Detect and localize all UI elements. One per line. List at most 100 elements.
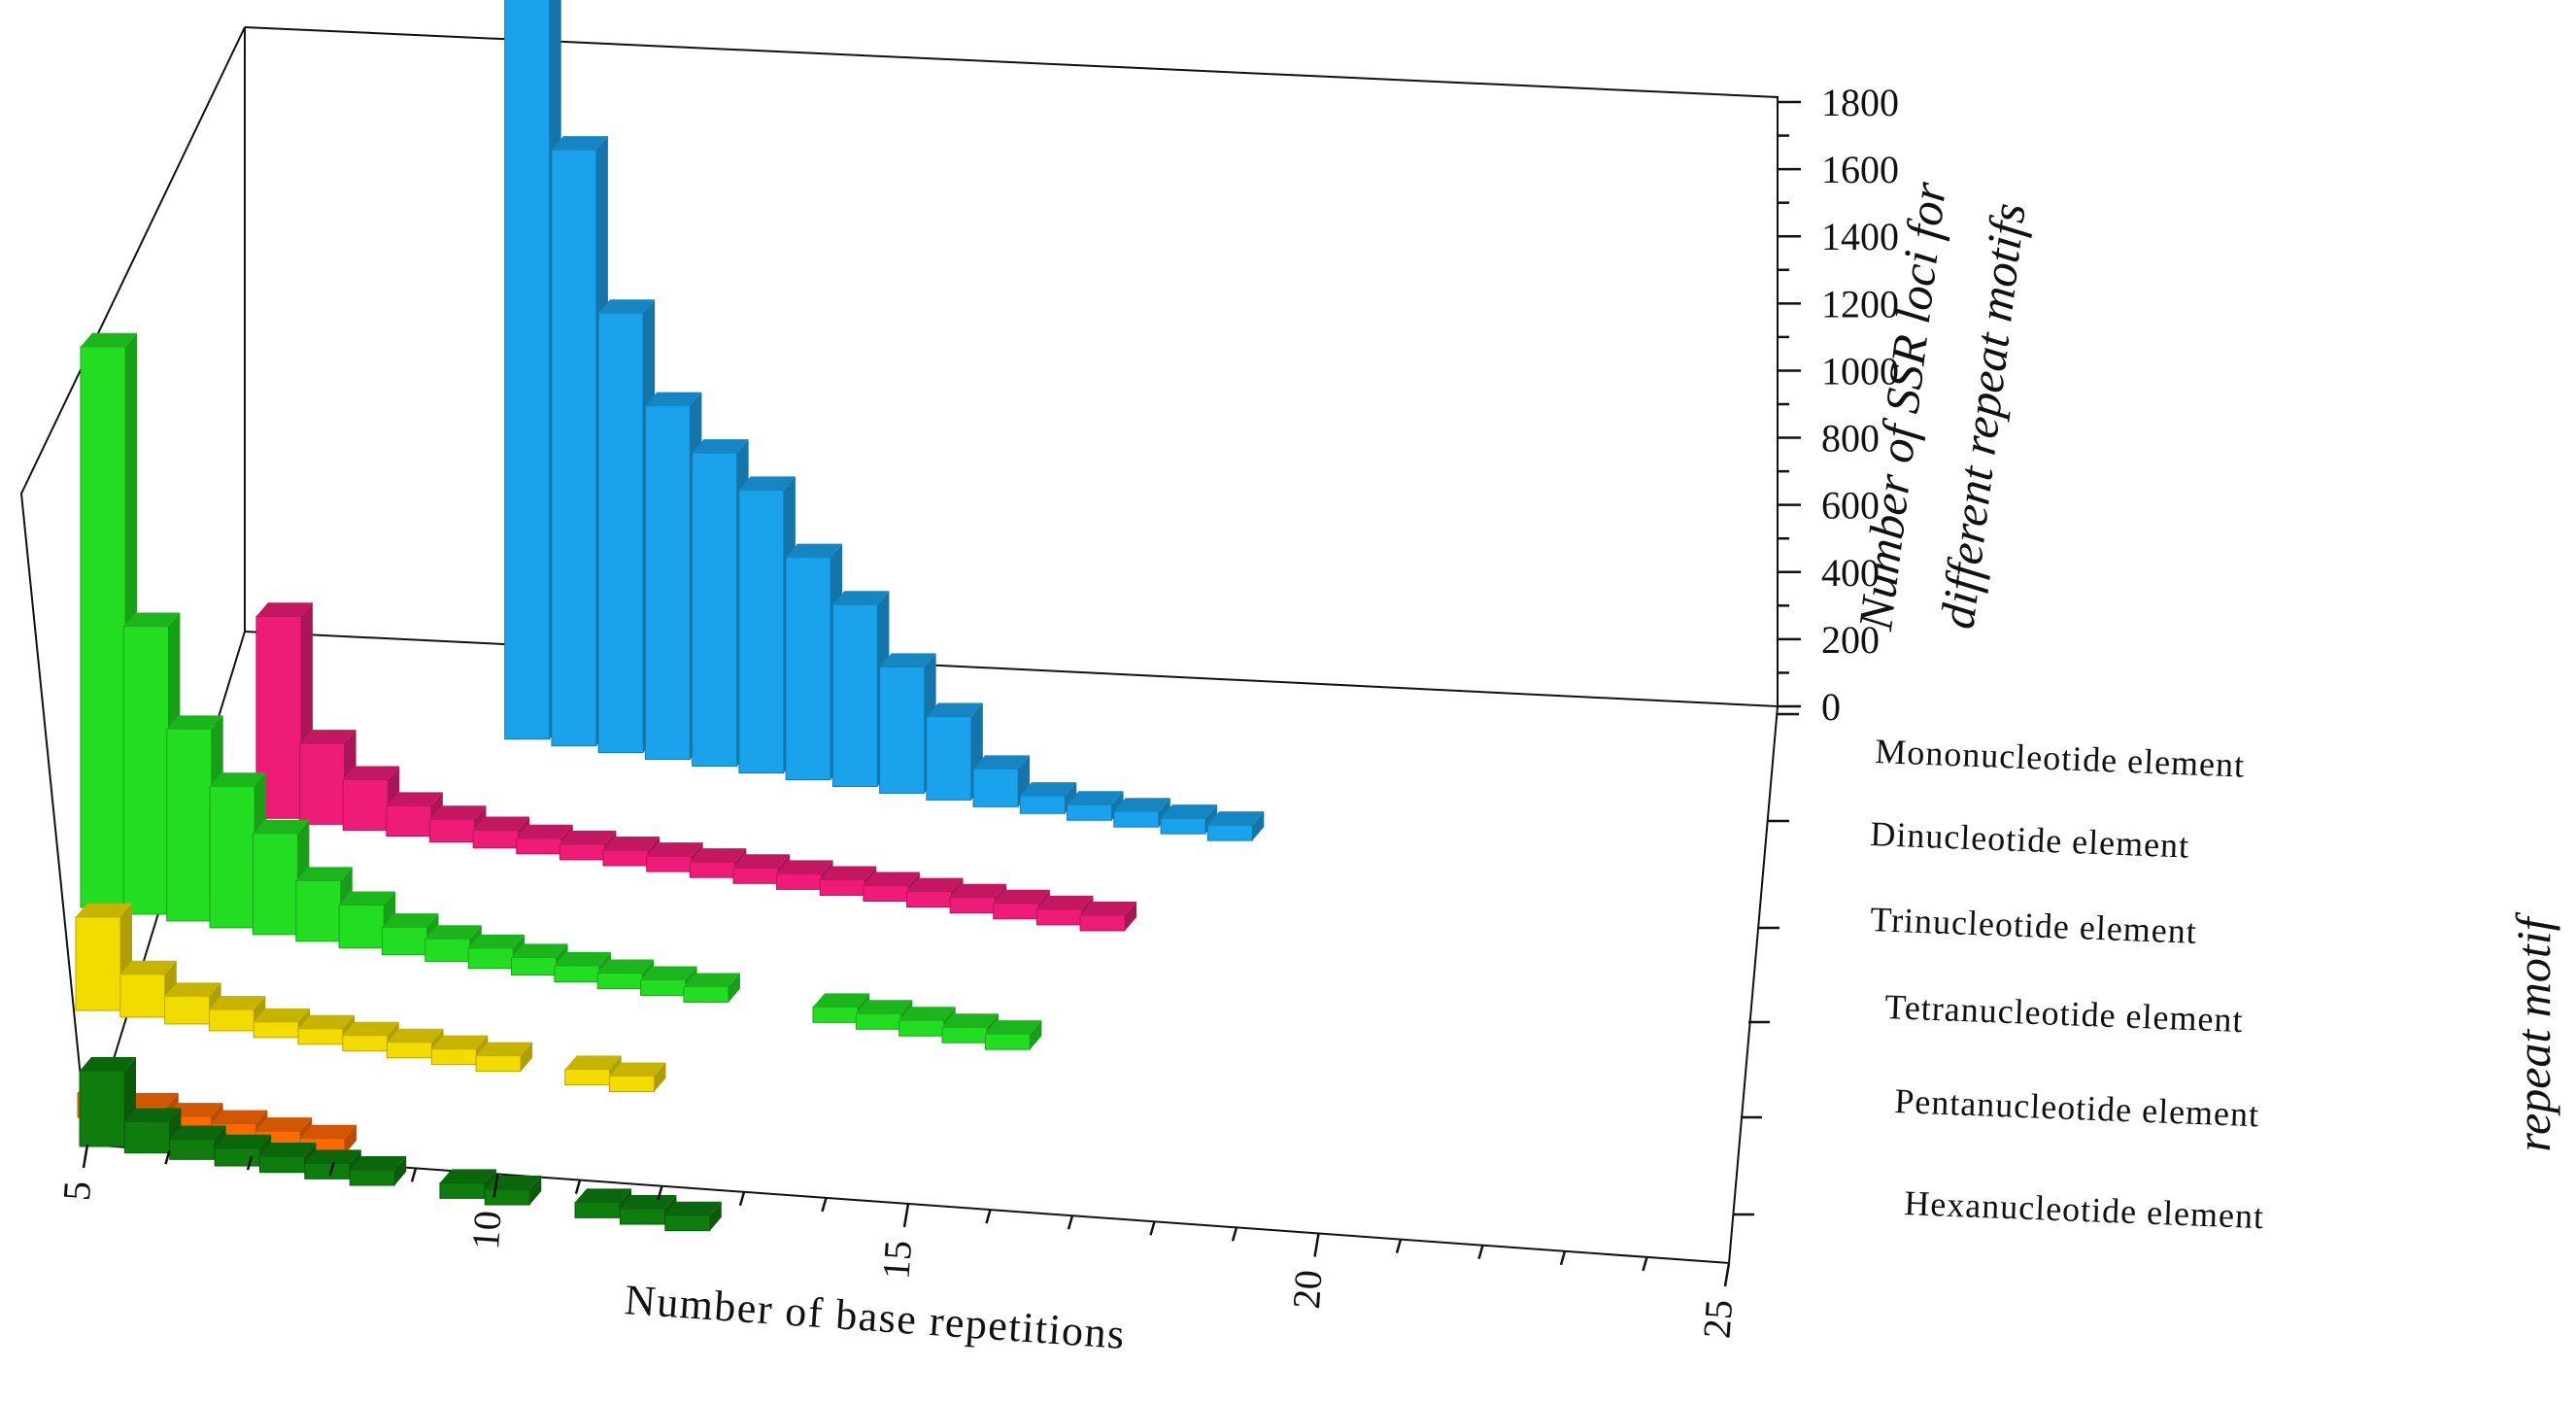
bar-top-face: [254, 1008, 311, 1022]
x-tick-label: 5: [54, 1180, 99, 1202]
bar-top-face: [343, 766, 400, 780]
bar-front-face: [609, 1076, 656, 1093]
bar-front-face: [387, 1042, 433, 1059]
bar-front-face: [564, 1069, 611, 1086]
bar-top-face: [387, 1028, 444, 1043]
bar-top-face: [299, 1124, 356, 1139]
bar-top-face: [210, 772, 267, 787]
category-label: Mononucleotide element: [1875, 732, 2246, 785]
bar-top-face: [386, 792, 443, 806]
bar-side-face: [1252, 811, 1265, 841]
category-axis: Mononucleotide element Dinucleotide eleme…: [1733, 712, 2265, 1236]
bar-top-face: [439, 1169, 496, 1183]
bar-front-face: [424, 938, 471, 963]
bar-tetranucleotide-7: [164, 982, 221, 1025]
x-tick: [738, 1191, 746, 1207]
bar-front-face: [602, 849, 649, 867]
x-tick: [1477, 1245, 1484, 1260]
bar-mononucleotide-23: [1019, 782, 1077, 814]
bar-top-face: [856, 1000, 913, 1014]
bar-top-face: [1036, 895, 1094, 909]
x-tick: [1313, 1233, 1320, 1257]
x-tick: [985, 1209, 992, 1224]
z-tick-label: 1400: [1821, 215, 1899, 258]
bar-top-face: [645, 392, 702, 406]
bar-top-face: [640, 966, 697, 980]
bar-front-face: [123, 1120, 170, 1154]
category-label: Tetranucleotide element: [1884, 987, 2245, 1040]
bar-hexanucleotide-11: [349, 1156, 407, 1186]
bar-top-face: [123, 612, 181, 627]
bar-front-face: [972, 768, 1019, 807]
bar-front-face: [644, 405, 691, 761]
bar-front-face: [689, 861, 735, 878]
bar-front-face: [75, 916, 121, 1011]
bar-front-face: [554, 965, 600, 983]
bar-front-face: [504, 0, 551, 740]
bar-front-face: [819, 878, 865, 896]
bar-top-face: [609, 1062, 666, 1077]
bar-side-face: [728, 973, 740, 1003]
z-tick-label: 200: [1821, 618, 1880, 662]
z-tick-label: 1600: [1821, 148, 1899, 191]
bar-top-face: [124, 1108, 182, 1122]
bar-front-face: [879, 666, 926, 794]
bar-top-face: [832, 591, 890, 605]
bar-front-face: [119, 974, 166, 1018]
bar-dinucleotide-11: [386, 792, 443, 838]
z-tick-label: 1800: [1821, 81, 1899, 124]
bar-front-face: [304, 1162, 351, 1180]
bar-front-face: [646, 855, 693, 872]
bar-front-face: [596, 973, 643, 990]
category-label: Pentanucleotide element: [1894, 1081, 2260, 1134]
bar-front-face: [574, 1201, 621, 1218]
bar-front-face: [898, 1019, 945, 1037]
bar-front-face: [381, 926, 427, 956]
bar-top-face: [597, 959, 655, 974]
x-axis-title: Number of base repetitions: [624, 1276, 1128, 1358]
bar-front-face: [80, 346, 126, 908]
bar-top-face: [304, 1149, 361, 1164]
bar-top-face: [431, 1035, 489, 1049]
bar-front-face: [551, 149, 597, 747]
bar-top-face: [253, 819, 310, 834]
bar-front-face: [475, 1055, 522, 1073]
bar-front-face: [949, 897, 996, 914]
z-tick-label: 400: [1821, 551, 1880, 595]
x-tick: [410, 1168, 418, 1182]
category-label: Hexanucleotide element: [1904, 1183, 2265, 1236]
bar-top-face: [468, 934, 525, 948]
bar-top-face: [297, 1014, 355, 1029]
bar-front-face: [164, 995, 211, 1025]
bar-front-face: [342, 778, 389, 831]
bar-top-face: [215, 1134, 272, 1148]
bar-top-face: [603, 836, 661, 850]
bar-trinucleotide-23: [855, 1000, 913, 1030]
bar-front-face: [484, 1188, 530, 1206]
category-axis-title: repeat motif: [2506, 911, 2560, 1151]
bar-front-face: [664, 1214, 711, 1232]
bar-dinucleotide-15: [559, 830, 617, 861]
bar-top-face: [1207, 811, 1265, 826]
bar-top-face: [121, 1092, 179, 1107]
bar-front-face: [386, 804, 432, 838]
bar-top-face: [564, 1055, 622, 1070]
bar-top-face: [295, 867, 353, 881]
category-label: Dinucleotide element: [1870, 814, 2190, 866]
bar-front-face: [1206, 824, 1253, 841]
z-tick-label: 1000: [1821, 349, 1899, 393]
bar-top-face: [1080, 901, 1137, 915]
bar-top-face: [812, 993, 869, 1008]
bar-top-face: [80, 1057, 136, 1071]
bar-top-face: [683, 973, 740, 987]
bar-top-face: [898, 1007, 956, 1021]
bar-top-face: [1161, 804, 1218, 819]
bar-top-face: [476, 1042, 533, 1056]
bar-front-face: [993, 903, 1039, 920]
back-wall-frame: [244, 26, 1779, 708]
bar-top-face: [81, 332, 137, 347]
bar-front-face: [516, 838, 562, 855]
bar-top-face: [255, 1117, 313, 1132]
bar-front-face: [439, 1181, 486, 1199]
bar-front-face: [209, 785, 255, 929]
